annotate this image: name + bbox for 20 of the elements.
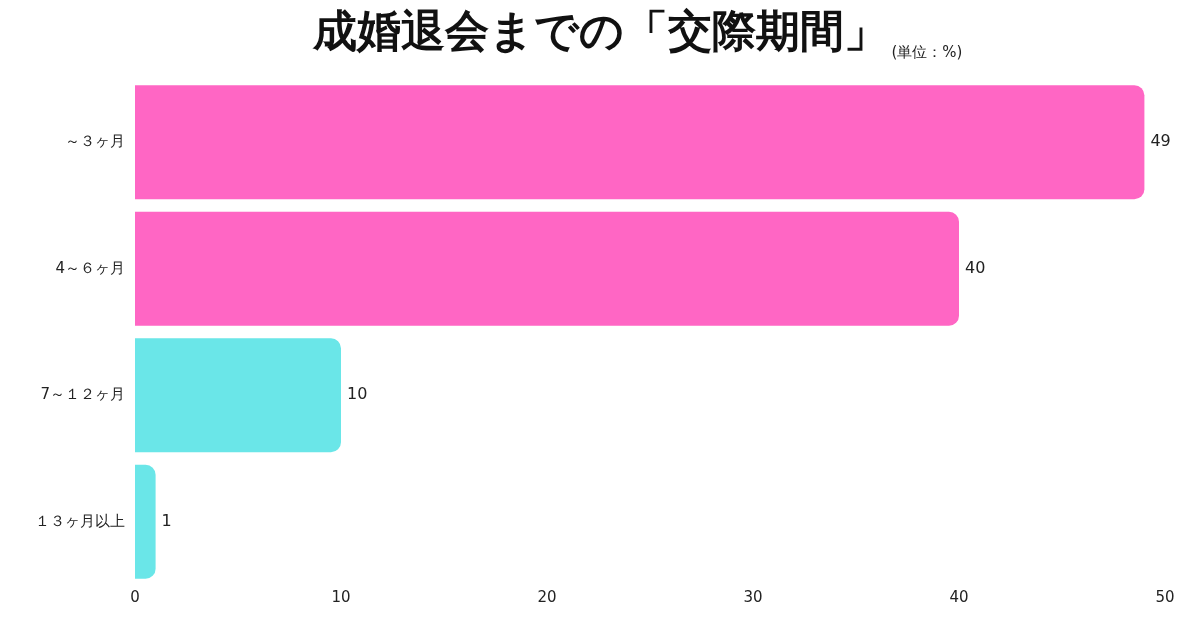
x-tick-label: 30 [743, 587, 763, 606]
y-tick-label: １３ヶ月以上 [35, 511, 125, 530]
y-tick-label: ～３ヶ月 [65, 132, 125, 151]
bar [135, 338, 341, 453]
data-label: 40 [965, 257, 986, 277]
y-tick-label: 4～６ヶ月 [55, 258, 125, 277]
data-label: 1 [161, 510, 172, 530]
chart-title: 成婚退会までの「交際期間」 [312, 7, 888, 56]
data-label: 10 [347, 384, 368, 404]
x-tick-label: 20 [537, 587, 557, 606]
x-tick-label: 0 [130, 587, 140, 606]
data-label: 49 [1150, 131, 1171, 151]
bar [135, 464, 156, 579]
y-tick-label: 7～１２ヶ月 [40, 385, 125, 404]
bar [135, 211, 959, 326]
x-tick-label: 40 [949, 587, 969, 606]
x-tick-label: 10 [331, 587, 351, 606]
bar [135, 85, 1145, 200]
x-tick-label: 50 [1155, 587, 1175, 606]
chart-subtitle: (単位：%) [891, 43, 963, 61]
